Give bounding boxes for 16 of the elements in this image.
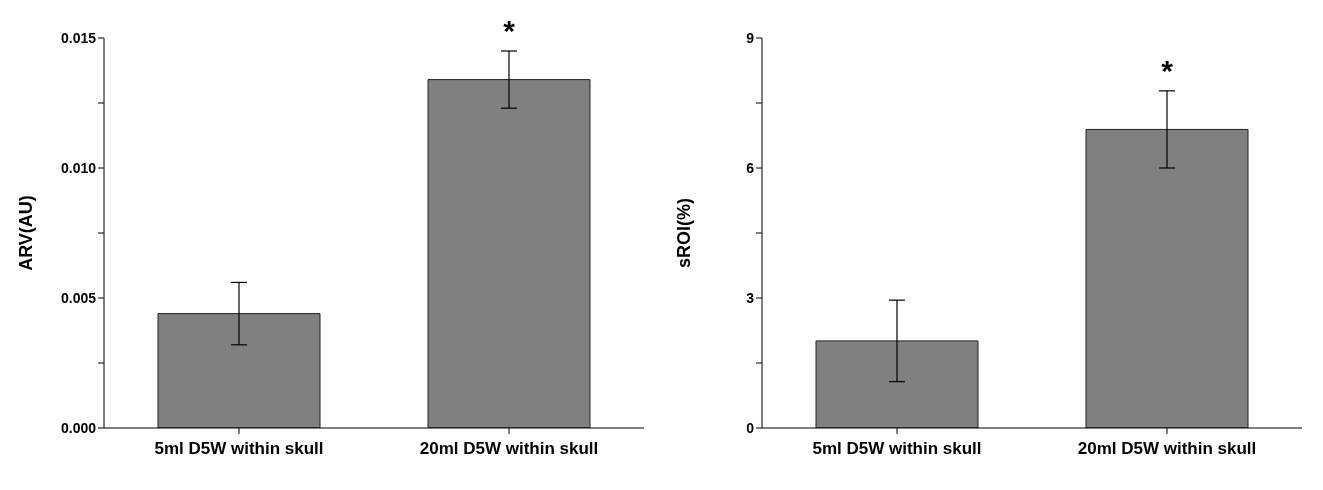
y-tick-label: 3 xyxy=(746,289,755,306)
y-tick-label: 0.010 xyxy=(60,159,97,176)
y-tick-label: 0 xyxy=(746,419,755,436)
y-tick-label: 0.000 xyxy=(60,419,97,436)
x-tick-label: 20ml D5W within skull xyxy=(1077,439,1257,459)
x-tick-label: 20ml D5W within skull xyxy=(419,439,599,459)
x-tick-label: 5ml D5W within skull xyxy=(154,439,324,459)
y-tick-label: 9 xyxy=(746,29,755,46)
y-tick-label: 0.015 xyxy=(60,29,97,46)
y-tick-label: 0.005 xyxy=(60,289,97,306)
y-axis-title: ARV(AU) xyxy=(16,195,37,271)
annotation: * xyxy=(503,14,516,47)
y-tick-label: 6 xyxy=(746,159,755,176)
y-axis-title: sROI(%) xyxy=(674,197,695,269)
x-tick-label: 5ml D5W within skull xyxy=(812,439,982,459)
annotation: * xyxy=(1161,53,1174,87)
